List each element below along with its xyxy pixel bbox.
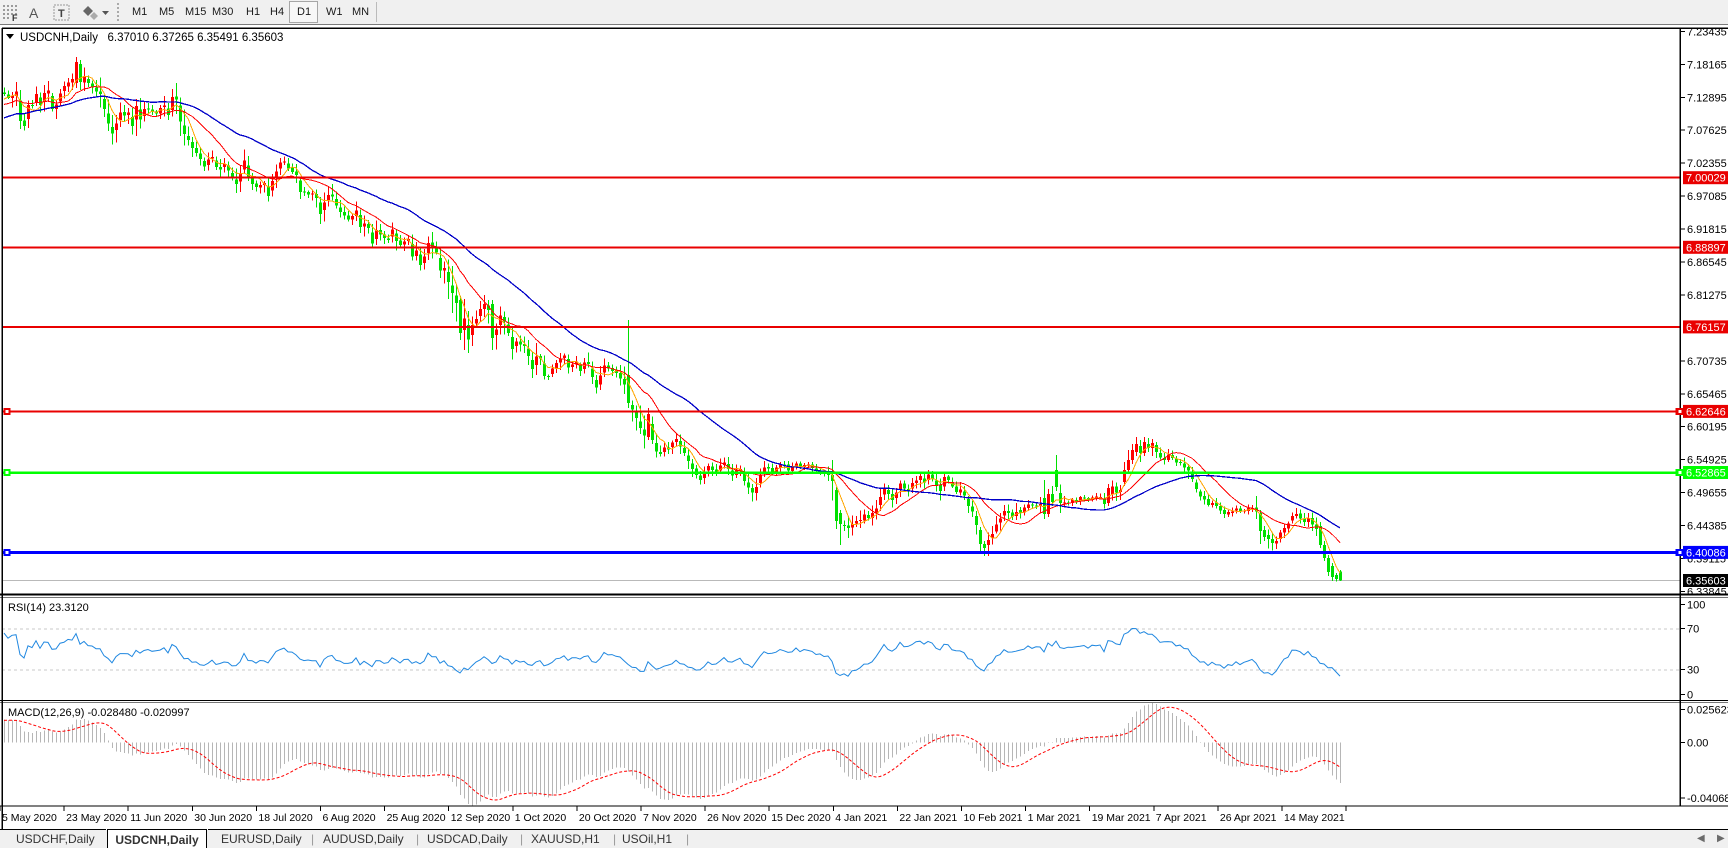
svg-text:7.12895: 7.12895	[1687, 92, 1727, 104]
svg-text:6.52865: 6.52865	[1686, 468, 1726, 480]
svg-text:6.44385: 6.44385	[1687, 521, 1727, 533]
svg-text:RSI(14) 23.3120: RSI(14) 23.3120	[8, 602, 89, 614]
svg-text:100: 100	[1687, 600, 1705, 612]
svg-text:11 Jun 2020: 11 Jun 2020	[130, 812, 187, 824]
svg-text:6 Aug 2020: 6 Aug 2020	[323, 812, 376, 824]
svg-text:6.33845: 6.33845	[1687, 586, 1727, 598]
svg-text:6.35603: 6.35603	[1686, 576, 1726, 588]
svg-text:19 Mar 2021: 19 Mar 2021	[1092, 812, 1151, 824]
svg-text:18 Jul 2020: 18 Jul 2020	[258, 812, 312, 824]
svg-text:6.62646: 6.62646	[1686, 406, 1726, 418]
svg-text:4 Jan 2021: 4 Jan 2021	[835, 812, 887, 824]
svg-text:6.88897: 6.88897	[1686, 242, 1726, 254]
svg-text:5 May 2020: 5 May 2020	[2, 812, 57, 824]
svg-text:6.60195: 6.60195	[1687, 422, 1727, 434]
svg-text:7.23435: 7.23435	[1687, 26, 1727, 38]
svg-text:20 Oct 2020: 20 Oct 2020	[579, 812, 636, 824]
svg-text:7.02355: 7.02355	[1687, 158, 1727, 170]
svg-text:6.49655: 6.49655	[1687, 488, 1727, 500]
svg-text:A: A	[29, 5, 39, 21]
svg-text:0.025623: 0.025623	[1687, 705, 1728, 717]
svg-text:0: 0	[1687, 690, 1693, 702]
svg-text:7 Apr 2021: 7 Apr 2021	[1156, 812, 1207, 824]
svg-text:6.54925: 6.54925	[1687, 455, 1727, 467]
svg-text:6.91815: 6.91815	[1687, 224, 1727, 236]
svg-text:7.07625: 7.07625	[1687, 125, 1727, 137]
svg-text:25 Aug 2020: 25 Aug 2020	[387, 812, 446, 824]
svg-text:7 Nov 2020: 7 Nov 2020	[643, 812, 697, 824]
svg-text:0.00: 0.00	[1687, 738, 1708, 750]
svg-text:USDCNH,Daily 6.37010 6.37265: USDCNH,Daily 6.37010 6.37265 6.35491 6.3…	[20, 32, 283, 44]
svg-text:22 Jan 2021: 22 Jan 2021	[899, 812, 957, 824]
svg-text:7.00029: 7.00029	[1686, 173, 1726, 185]
svg-text:1 Oct 2020: 1 Oct 2020	[515, 812, 567, 824]
svg-text:23 May 2020: 23 May 2020	[66, 812, 127, 824]
svg-text:26 Nov 2020: 26 Nov 2020	[707, 812, 767, 824]
svg-text:T: T	[58, 8, 65, 20]
svg-text:6.86545: 6.86545	[1687, 257, 1727, 269]
svg-text:30: 30	[1687, 665, 1699, 677]
svg-text:6.76157: 6.76157	[1686, 322, 1726, 334]
svg-text:12 Sep 2020: 12 Sep 2020	[451, 812, 511, 824]
svg-text:26 Apr 2021: 26 Apr 2021	[1220, 812, 1277, 824]
svg-text:1 Mar 2021: 1 Mar 2021	[1028, 812, 1081, 824]
svg-text:6.97085: 6.97085	[1687, 191, 1727, 203]
svg-text:30 Jun 2020: 30 Jun 2020	[194, 812, 252, 824]
svg-text:MACD(12,26,9) -0.028480 -0.020: MACD(12,26,9) -0.028480 -0.020997	[8, 707, 190, 719]
svg-text:15 Dec 2020: 15 Dec 2020	[771, 812, 831, 824]
svg-text:7.18165: 7.18165	[1687, 59, 1727, 71]
svg-text:-0.040687: -0.040687	[1687, 793, 1728, 805]
svg-text:6.70735: 6.70735	[1687, 356, 1727, 368]
svg-text:6.65465: 6.65465	[1687, 389, 1727, 401]
svg-text:6.40086: 6.40086	[1686, 547, 1726, 559]
svg-text:10 Feb 2021: 10 Feb 2021	[964, 812, 1023, 824]
svg-text:70: 70	[1687, 624, 1699, 636]
svg-text:F: F	[12, 13, 18, 23]
svg-text:6.81275: 6.81275	[1687, 290, 1727, 302]
svg-text:14 May 2021: 14 May 2021	[1284, 812, 1345, 824]
